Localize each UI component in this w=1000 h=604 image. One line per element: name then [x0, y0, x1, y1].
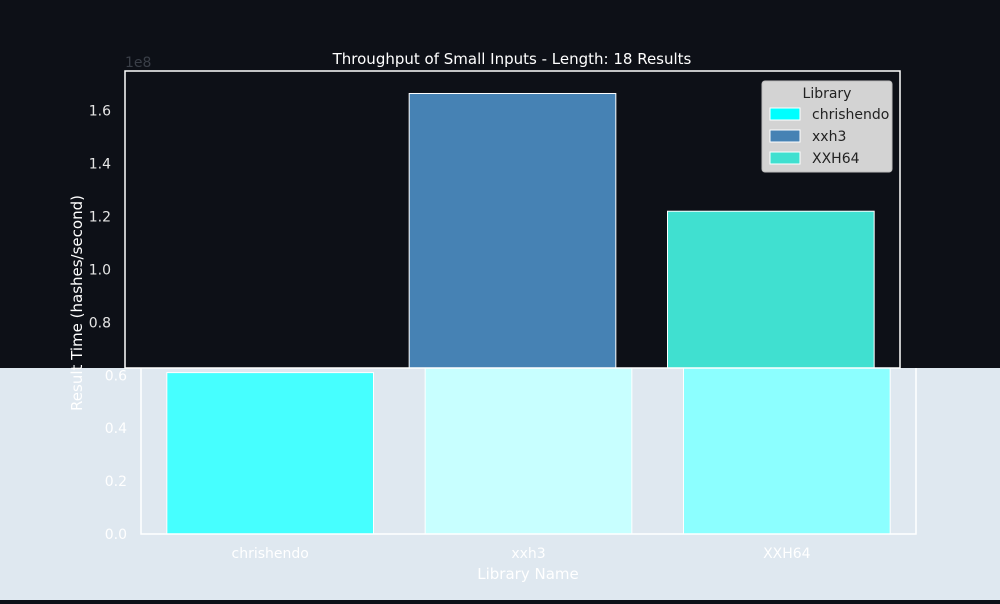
legend-swatch-xxh3 [769, 129, 801, 143]
legend-title: Library [803, 86, 852, 102]
bars-upper [408, 92, 875, 369]
y-tick-label: 0.8 [89, 315, 111, 331]
y-tick-label: 0.2 [105, 474, 127, 490]
y-axis-label: Result Time (hashes/second) [68, 195, 86, 411]
bar-xxh64-lower [683, 367, 891, 535]
y-tick-label: 1.2 [89, 210, 111, 226]
legend-label-chrishendo: chrishendo [812, 107, 889, 123]
legend-box [761, 80, 893, 173]
y-offset-label: 1e8 [125, 55, 151, 71]
bar-xxh3-upper [408, 92, 617, 369]
legend-entries: chrishendo xxh3 XXH64 [769, 107, 889, 167]
bar-xxh3-lower [424, 367, 633, 535]
plot-frame-lower [140, 368, 917, 535]
legend-label-xxh3: xxh3 [812, 129, 846, 145]
legend-swatch-xxh64 [769, 151, 801, 165]
y-tick-label: 0.0 [105, 527, 127, 543]
chart-title: Throughput of Small Inputs - Length: 18 … [332, 50, 692, 68]
y-tick-label: 1.0 [89, 262, 111, 278]
x-tick-label-xxh64: XXH64 [763, 546, 811, 562]
y-tick-label: 1.4 [89, 157, 111, 173]
bar-chrishendo-lower [166, 372, 374, 535]
x-tick-label-chrishendo: chrishendo [232, 546, 309, 562]
y-ticks: 0.0 0.2 0.4 0.6 0.8 1.0 1.2 1.4 1.6 [89, 104, 127, 543]
x-tick-label-xxh3: xxh3 [511, 546, 545, 562]
y-tick-label: 0.4 [105, 421, 127, 437]
bars-lower [166, 367, 891, 535]
legend-label-xxh64: XXH64 [812, 151, 860, 167]
legend-swatch-chrishendo [769, 107, 801, 121]
y-tick-label: 0.6 [105, 368, 127, 384]
x-axis-label: Library Name [477, 565, 578, 583]
legend: Library chrishendo xxh3 XXH64 [761, 80, 893, 173]
x-ticks: chrishendo xxh3 XXH64 [232, 546, 811, 562]
plot-frame-upper [124, 70, 901, 369]
y-tick-label: 1.6 [89, 104, 111, 120]
bar-xxh64-upper [667, 210, 875, 369]
